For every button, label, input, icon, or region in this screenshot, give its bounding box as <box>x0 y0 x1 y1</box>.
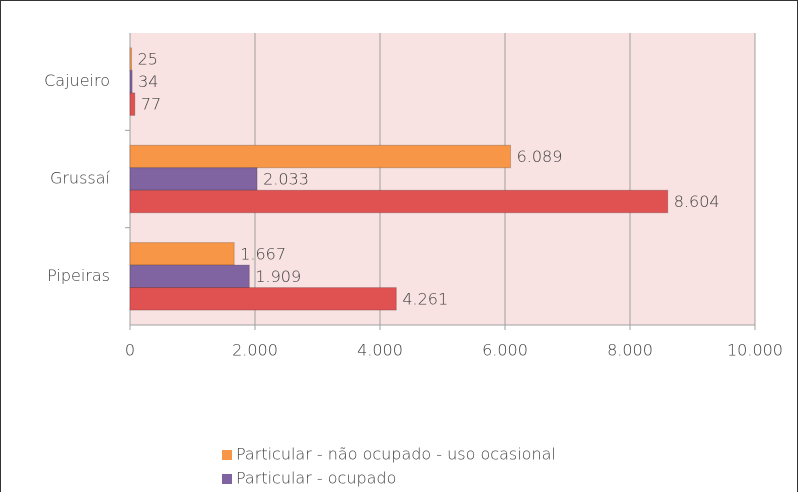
bar <box>129 264 250 289</box>
bar <box>129 189 669 214</box>
legend-swatch <box>222 474 232 484</box>
y-tick-label: Cajueiro <box>44 71 110 90</box>
value-label: 4.261 <box>402 289 448 308</box>
value-label: 1.667 <box>240 244 286 263</box>
bar <box>129 167 258 191</box>
value-label: 6.089 <box>517 147 563 166</box>
x-tick-label: 2.000 <box>232 341 278 360</box>
bar <box>129 242 235 266</box>
x-tick-label: 6.000 <box>482 341 528 360</box>
value-label: 8.604 <box>674 192 720 211</box>
x-tick-label: 10.000 <box>727 341 783 360</box>
value-label: 2.033 <box>263 170 309 189</box>
bar <box>129 144 512 169</box>
bar <box>129 287 397 311</box>
bar <box>129 69 133 94</box>
value-label: 25 <box>138 50 158 69</box>
legend-label: Particular - ocupado <box>236 469 396 488</box>
value-label: 34 <box>138 72 158 91</box>
legend-swatch <box>222 450 232 460</box>
bar <box>129 92 136 116</box>
value-label: 1.909 <box>255 267 301 286</box>
bar <box>129 47 133 71</box>
legend-label: Particular - não ocupado - uso ocasional <box>236 445 556 464</box>
y-tick-label: Grussaí <box>50 169 111 188</box>
x-tick-label: 8.000 <box>607 341 653 360</box>
x-tick-label: 4.000 <box>357 341 403 360</box>
y-tick-label: Pipeiras <box>47 266 110 285</box>
x-tick-label: 0 <box>125 341 135 360</box>
value-label: 77 <box>141 95 161 114</box>
